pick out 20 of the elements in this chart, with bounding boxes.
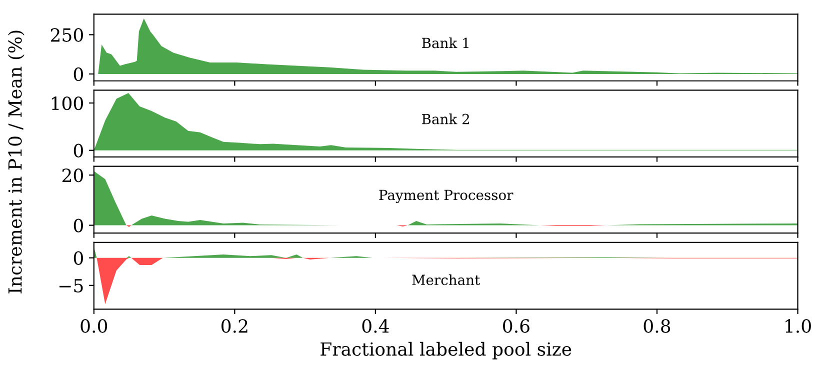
- y-tick-label: 0: [74, 218, 83, 232]
- y-tick-label: 250: [50, 28, 83, 42]
- y-tick-label: 0: [74, 144, 83, 158]
- y-axis-title: Increment in P10 / Mean (%): [8, 30, 24, 294]
- text: Merchant: [412, 274, 480, 286]
- x-tick-label: 0.2: [222, 319, 248, 333]
- y-tick-label: 0: [74, 251, 83, 265]
- text: Bank 2: [422, 114, 470, 124]
- y-tick-label: −5: [59, 279, 83, 293]
- text: Bank 1: [422, 37, 468, 48]
- x-tick-label: 0.0: [80, 319, 108, 333]
- y-tick-label: 20: [62, 168, 83, 182]
- x-tick-label: 1.0: [786, 319, 811, 333]
- x-tick-label: 0.4: [362, 319, 389, 333]
- y-tick-label: 100: [52, 96, 83, 110]
- x-tick-label: 0.8: [644, 319, 670, 333]
- x-tick-label: 0.6: [503, 319, 530, 333]
- x-axis-title: Fractional labeled pool size: [320, 342, 572, 360]
- text: Payment Processor: [379, 190, 514, 204]
- y-tick-label: 0: [74, 67, 83, 82]
